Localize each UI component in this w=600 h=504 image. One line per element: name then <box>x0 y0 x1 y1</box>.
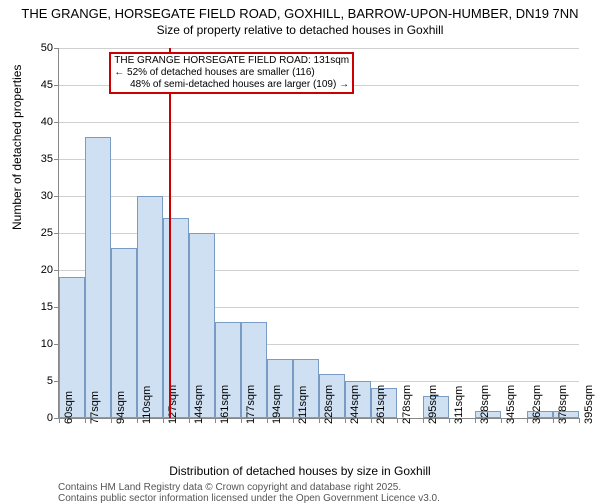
x-tick-mark <box>267 418 268 423</box>
x-tick-mark <box>241 418 242 423</box>
chart-title-line2: Size of property relative to detached ho… <box>0 23 600 37</box>
y-tick-mark <box>54 196 59 197</box>
x-tick-label: 110sqm <box>141 386 153 424</box>
x-tick-mark <box>319 418 320 423</box>
x-tick-label: 144sqm <box>193 385 205 424</box>
y-tick-label: 50 <box>23 42 53 54</box>
x-tick-mark <box>397 418 398 423</box>
x-tick-mark <box>111 418 112 423</box>
x-tick-label: 194sqm <box>271 385 283 424</box>
x-tick-label: 328sqm <box>479 385 491 424</box>
gridline <box>59 159 579 160</box>
x-tick-mark <box>345 418 346 423</box>
y-tick-mark <box>54 122 59 123</box>
x-tick-mark <box>423 418 424 423</box>
annotation-line: 48% of semi-detached houses are larger (… <box>114 79 349 91</box>
y-tick-label: 25 <box>23 227 53 239</box>
x-tick-label: 345sqm <box>505 385 517 424</box>
x-tick-mark <box>449 418 450 423</box>
x-tick-mark <box>553 418 554 423</box>
x-tick-label: 261sqm <box>375 385 387 424</box>
x-tick-label: 278sqm <box>401 385 413 424</box>
x-tick-mark <box>475 418 476 423</box>
y-tick-label: 15 <box>23 301 53 313</box>
chart-plot-area: 0510152025303540455060sqm77sqm94sqm110sq… <box>58 48 578 418</box>
x-tick-mark <box>371 418 372 423</box>
x-tick-label: 311sqm <box>453 386 465 424</box>
x-tick-mark <box>163 418 164 423</box>
x-tick-mark <box>85 418 86 423</box>
x-tick-label: 378sqm <box>557 385 569 424</box>
x-axis-label: Distribution of detached houses by size … <box>0 464 600 478</box>
y-tick-mark <box>54 85 59 86</box>
x-tick-mark <box>527 418 528 423</box>
histogram-bar <box>85 137 111 418</box>
x-tick-label: 395sqm <box>583 385 595 424</box>
y-tick-label: 10 <box>23 338 53 350</box>
x-tick-mark <box>293 418 294 423</box>
x-tick-label: 94sqm <box>115 391 127 424</box>
x-tick-label: 211sqm <box>297 386 309 424</box>
y-tick-mark <box>54 233 59 234</box>
y-tick-label: 5 <box>23 375 53 387</box>
x-tick-label: 362sqm <box>531 385 543 424</box>
x-tick-mark <box>215 418 216 423</box>
gridline <box>59 122 579 123</box>
x-tick-mark <box>579 418 580 423</box>
plot-region: 0510152025303540455060sqm77sqm94sqm110sq… <box>58 48 579 419</box>
footnote-line: Contains HM Land Registry data © Crown c… <box>58 482 440 493</box>
y-tick-label: 0 <box>23 412 53 424</box>
x-tick-mark <box>137 418 138 423</box>
y-tick-label: 35 <box>23 153 53 165</box>
x-tick-label: 77sqm <box>89 391 101 424</box>
x-tick-mark <box>501 418 502 423</box>
footnote: Contains HM Land Registry data © Crown c… <box>58 482 440 504</box>
y-tick-label: 40 <box>23 116 53 128</box>
gridline <box>59 48 579 49</box>
y-tick-label: 30 <box>23 190 53 202</box>
annotation-line: THE GRANGE HORSEGATE FIELD ROAD: 131sqm <box>114 55 349 67</box>
y-tick-mark <box>54 48 59 49</box>
footnote-line: Contains public sector information licen… <box>58 493 440 504</box>
x-tick-label: 228sqm <box>323 385 335 424</box>
x-tick-label: 161sqm <box>219 385 231 424</box>
reference-line <box>169 48 171 418</box>
y-tick-mark <box>54 159 59 160</box>
x-tick-label: 295sqm <box>427 385 439 424</box>
y-tick-mark <box>54 270 59 271</box>
x-tick-label: 244sqm <box>349 385 361 424</box>
y-tick-label: 45 <box>23 79 53 91</box>
x-tick-mark <box>59 418 60 423</box>
annotation-box: THE GRANGE HORSEGATE FIELD ROAD: 131sqm←… <box>109 52 354 94</box>
x-tick-label: 60sqm <box>63 391 75 424</box>
x-tick-label: 177sqm <box>245 385 257 424</box>
y-tick-label: 20 <box>23 264 53 276</box>
annotation-line: ← 52% of detached houses are smaller (11… <box>114 67 349 79</box>
x-tick-mark <box>189 418 190 423</box>
y-axis-label: Number of detached properties <box>10 65 24 230</box>
chart-title-line1: THE GRANGE, HORSEGATE FIELD ROAD, GOXHIL… <box>0 0 600 23</box>
